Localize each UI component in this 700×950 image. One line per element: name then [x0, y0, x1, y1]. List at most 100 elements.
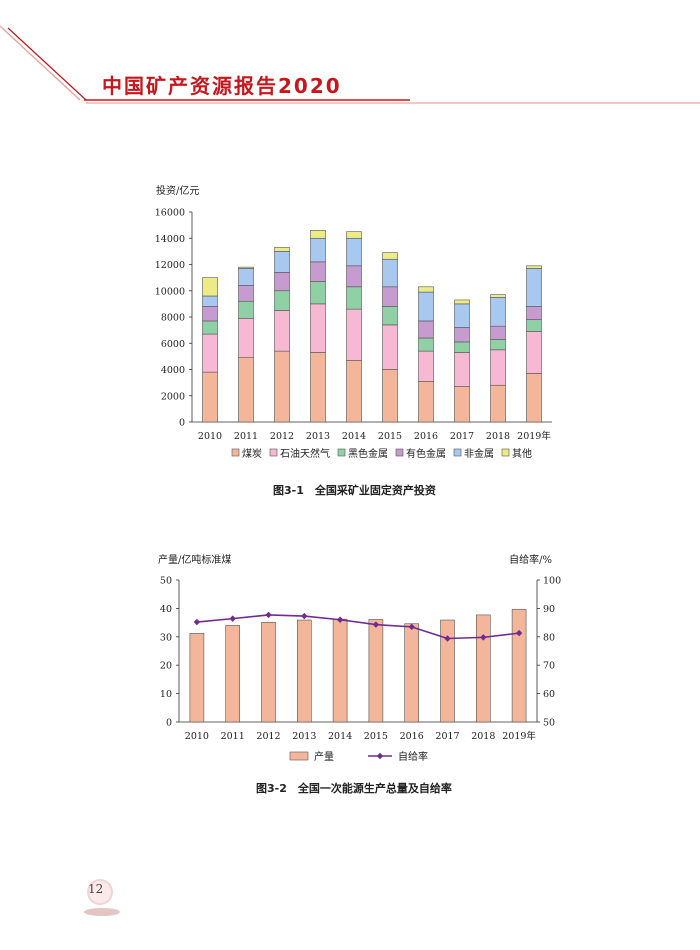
self-sufficiency-point: [301, 612, 308, 620]
legend-swatch: [501, 448, 510, 457]
legend-label-bar: 产量: [314, 750, 334, 763]
legend-swatch: [269, 448, 278, 457]
bar-segment: [310, 261, 326, 282]
y-axis-title-left: 产量/亿吨标准煤: [158, 553, 231, 566]
x-tick-label: 2018: [471, 731, 495, 742]
bar-segment: [238, 268, 254, 286]
bar-segment: [346, 286, 362, 310]
legend-label: 煤炭: [242, 447, 262, 460]
figure-caption-3-2: 图3-2 全国一次能源生产总量及自给率: [256, 782, 452, 795]
legend-label: 其他: [512, 447, 532, 460]
y-tick-label-right: 50: [543, 718, 555, 729]
bar-segment: [202, 371, 218, 423]
self-sufficiency-line: [196, 614, 520, 640]
bar-segment: [274, 310, 290, 352]
legend-label-line: 自给率: [398, 750, 428, 763]
production-bar: [440, 619, 455, 723]
legend-label: 有色金属: [406, 447, 446, 460]
y-tick-label-right: 70: [543, 661, 555, 672]
y-tick-label-left: 0: [166, 718, 172, 729]
production-bar: [511, 608, 527, 723]
x-tick-label: 2013: [292, 731, 316, 742]
production-bar: [404, 623, 420, 723]
page-number: 12: [88, 882, 104, 896]
y-tick-label-left: 50: [160, 576, 172, 587]
energy-production-combo-chart: 产量/亿吨标准煤 自给率/% 0 10 20 30 40 50 50 60 70 80 90 100 201…: [158, 553, 561, 763]
bar-segment: [238, 357, 254, 423]
y-tick-label: 0: [179, 418, 185, 429]
y-tick-label: 6000: [161, 339, 185, 350]
y-tick-label-right: 100: [543, 576, 561, 587]
bar-segment: [202, 277, 218, 297]
bar-segment: [310, 230, 326, 239]
legend-swatch: [337, 448, 346, 457]
bar-segment: [274, 251, 290, 273]
y-tick-label-right: 90: [543, 604, 555, 615]
x-tick-label: 2016: [414, 431, 438, 442]
bar-segment: [454, 327, 470, 343]
bar-segment: [346, 231, 362, 239]
bar-segment: [346, 237, 362, 267]
bar-segment: [238, 285, 254, 302]
bar-segment: [526, 373, 542, 423]
bar-segment: [418, 291, 434, 322]
report-title: 中国矿产资源报告2020: [102, 74, 342, 98]
bar-segment: [346, 360, 362, 423]
x-tick-label: 2017: [435, 731, 459, 742]
bar-segment: [454, 303, 470, 328]
legend-swatch: [453, 448, 462, 457]
header-decoration: [0, 25, 700, 104]
x-tick-label: 2015: [364, 731, 388, 742]
bar-segment: [382, 286, 398, 307]
bar-segment: [310, 281, 326, 305]
investment-stacked-bar-chart: 投资/亿元 0 2000 4000 6000 8000 10000 12000 14000 160…: [155, 184, 552, 460]
figure-caption-3-1: 图3-1 全国采矿业固定资产投资: [273, 484, 436, 497]
production-bar: [296, 619, 312, 723]
bar-segment: [490, 297, 506, 327]
bar-segment: [490, 349, 506, 386]
bar-segment: [490, 325, 506, 340]
self-sufficiency-point: [265, 611, 272, 619]
bar-segment: [274, 247, 290, 252]
bar-segment: [418, 381, 434, 423]
bar-segment: [490, 294, 506, 298]
bar-segment: [454, 341, 470, 353]
bar-segment: [526, 319, 542, 332]
legend-label: 石油天然气: [280, 447, 330, 460]
bar-segment: [202, 295, 218, 307]
bar-segment: [202, 333, 218, 373]
y-axis-title-right: 自给率/%: [509, 553, 552, 566]
bar-segment: [526, 268, 542, 307]
production-bar: [189, 633, 205, 723]
bar-segment: [418, 350, 434, 382]
self-sufficiency-point: [372, 621, 380, 628]
bar-segment: [382, 306, 398, 326]
legend-swatch: [395, 448, 404, 457]
bar-segment: [418, 320, 434, 339]
production-bar: [261, 622, 276, 723]
bar-segment: [526, 331, 542, 374]
bar-segment: [202, 306, 218, 322]
x-tick-label: 2014: [328, 731, 352, 742]
bar-segment: [238, 300, 254, 319]
self-sufficiency-point: [229, 615, 236, 622]
x-tick-label: 2012: [270, 431, 294, 442]
x-tick-label: 2016: [400, 731, 424, 742]
y-tick-label: 2000: [161, 391, 185, 402]
y-tick-label: 16000: [155, 208, 185, 219]
bar-segment: [454, 352, 470, 387]
y-tick-label-left: 40: [160, 604, 172, 615]
bar-segment: [310, 352, 326, 423]
bar-segment: [418, 286, 434, 293]
y-tick-label: 4000: [161, 365, 185, 376]
bar-segment: [310, 303, 326, 353]
bar-segment: [490, 384, 506, 423]
y-tick-label: 8000: [161, 313, 185, 324]
bar-segment: [238, 318, 254, 358]
bar-segment: [526, 306, 542, 320]
x-tick-label: 2013: [306, 431, 330, 442]
bar-segment: [310, 237, 326, 263]
x-tick-label: 2017: [450, 431, 474, 442]
legend-swatch-bar: [289, 751, 309, 761]
y-tick-label-left: 30: [160, 632, 172, 643]
